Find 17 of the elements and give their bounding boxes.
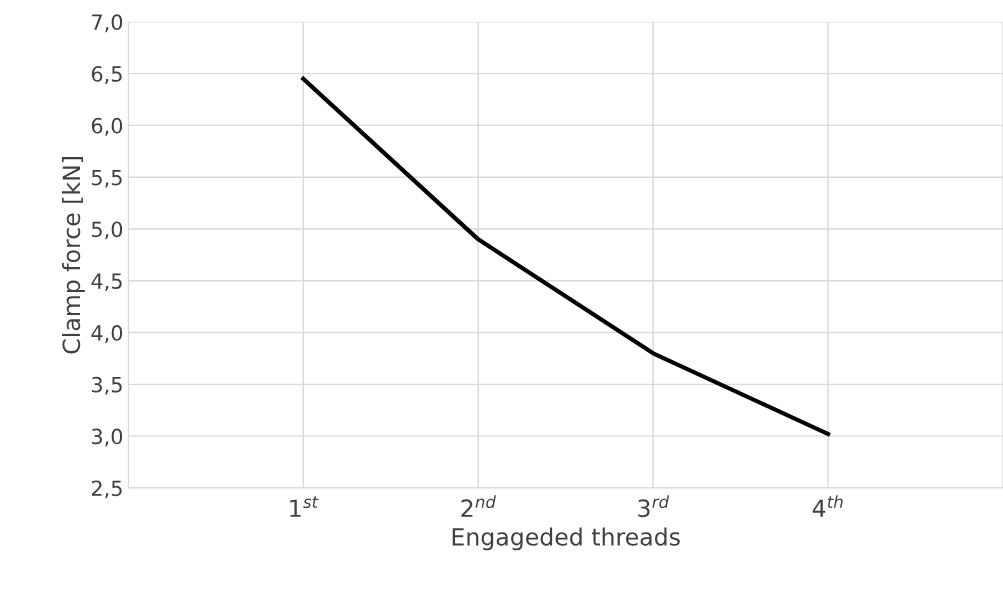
y-tick-label: 3,0: [91, 428, 123, 447]
y-tick-label: 4,0: [91, 325, 123, 343]
x-tick-label: 3$^{rd}$: [638, 495, 670, 518]
line-series: [301, 76, 831, 437]
y-tick-label: 6,5: [91, 66, 122, 84]
x-axis-title: Engageded threads: [452, 527, 680, 551]
x-tick-label: 4$^{th}$: [812, 495, 843, 517]
y-tick-label: 2,5: [91, 480, 122, 499]
y-tick-label: 5,5: [92, 169, 122, 188]
x-tick-label: 2$^{nd}$: [461, 495, 496, 517]
y-axis-title: Clamp force [kN]: [61, 157, 85, 354]
y-tick-label: 3,5: [91, 376, 122, 395]
y-tick-label: 4,5: [91, 273, 122, 292]
y-tick-label: 6,0: [91, 117, 123, 136]
x-tick-label: 1$^{st}$: [290, 496, 319, 517]
y-tick-label: 5,0: [92, 221, 123, 240]
y-tick-label: 7,0: [92, 14, 123, 33]
